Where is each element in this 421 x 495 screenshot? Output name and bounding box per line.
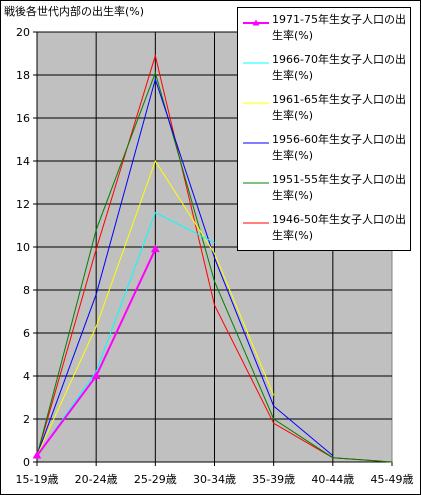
x-tick-label: 15-19歳: [16, 473, 59, 486]
data-point-1971-75: [150, 244, 160, 253]
y-tick-label: 18: [16, 69, 30, 82]
legend-label: 1956-60年生女子人口の出生率(%): [272, 133, 406, 162]
y-tick-label: 0: [23, 456, 30, 469]
x-tick-label: 40-44歳: [311, 473, 354, 486]
x-tick-label: 20-24歳: [75, 473, 118, 486]
legend-swatch: [242, 98, 270, 108]
legend-label: 1971-75年生女子人口の出生率(%): [272, 13, 406, 42]
legend: 1971-75年生女子人口の出生率(%) 1966-70年生女子人口の出生率(%)…: [237, 7, 411, 251]
y-tick-label: 16: [16, 112, 30, 125]
series-line-1966-70: [36, 211, 215, 456]
y-tick-label: 4: [23, 370, 30, 383]
y-tick-label: 6: [23, 327, 30, 340]
x-tick-label: 35-39歳: [252, 473, 295, 486]
y-tick-label: 12: [16, 198, 30, 211]
x-tick-label: 30-34歳: [193, 473, 236, 486]
y-tick-label: 14: [16, 155, 30, 168]
legend-item: 1946-50年生女子人口の出生率(%): [238, 210, 410, 250]
legend-swatch: [242, 58, 270, 68]
data-point-1971-75: [32, 451, 42, 459]
y-tick-label: 2: [23, 413, 30, 426]
legend-label: 1966-70年生女子人口の出生率(%): [272, 53, 406, 82]
legend-swatch: [242, 218, 270, 228]
legend-item: 1966-70年生女子人口の出生率(%): [238, 50, 410, 90]
x-tick-label: 25-29歳: [134, 473, 177, 486]
series-line-1956-60: [36, 77, 334, 456]
chart-title: 戦後各世代内部の出生率(%): [4, 5, 145, 18]
y-tick-label: 10: [16, 241, 30, 254]
legend-swatch: [242, 138, 270, 148]
legend-item: 1961-65年生女子人口の出生率(%): [238, 90, 410, 130]
legend-label: 1951-55年生女子人口の出生率(%): [272, 173, 406, 202]
legend-swatch: [242, 178, 270, 188]
legend-swatch: [242, 18, 270, 28]
series-line-1961-65: [36, 159, 275, 456]
data-point-1971-75: [91, 371, 101, 379]
series-line-1951-55: [36, 71, 393, 463]
legend-item: 1971-75年生女子人口の出生率(%): [238, 10, 410, 50]
legend-label: 1946-50年生女子人口の出生率(%): [272, 213, 406, 242]
x-tick-label: 45-49歳: [371, 473, 414, 486]
y-tick-label: 20: [16, 26, 30, 39]
legend-item: 1951-55年生女子人口の出生率(%): [238, 170, 410, 210]
legend-item: 1956-60年生女子人口の出生率(%): [238, 130, 410, 170]
legend-label: 1961-65年生女子人口の出生率(%): [272, 93, 406, 122]
y-tick-label: 8: [23, 284, 30, 297]
